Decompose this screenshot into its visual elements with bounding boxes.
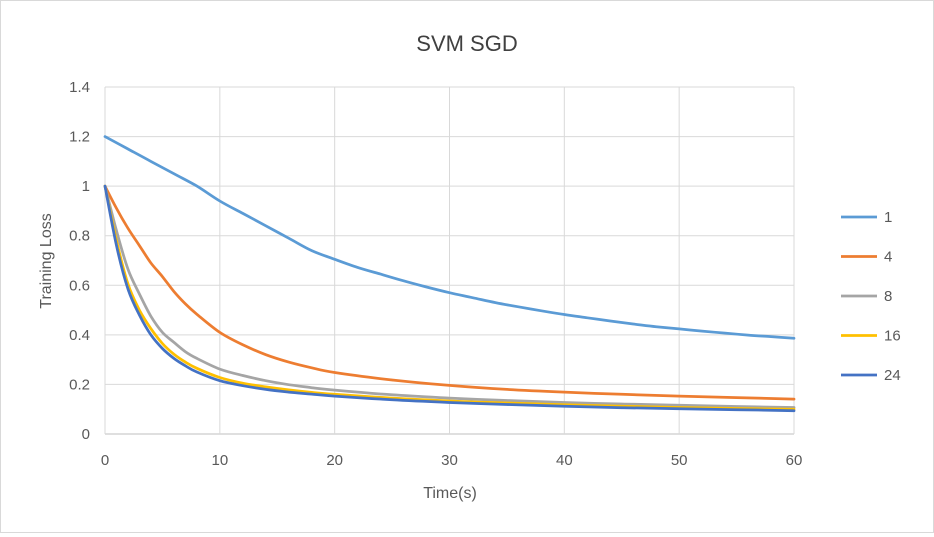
y-tick-label: 1.4	[69, 79, 90, 96]
x-tick-label: 20	[326, 452, 343, 469]
y-tick-label: 0	[82, 426, 90, 443]
y-axis-title: Training Loss	[38, 213, 55, 308]
series-line-8	[103, 184, 796, 409]
x-tick-label: 40	[556, 452, 573, 469]
gridlines	[104, 86, 795, 435]
series-line-16	[103, 184, 796, 411]
series-line-24	[103, 184, 796, 413]
y-tick-label: 0.6	[69, 277, 90, 294]
legend: 1 4 8 16 24	[841, 209, 901, 384]
x-tick-label: 0	[101, 452, 109, 469]
y-tick-label: 1	[82, 178, 90, 195]
series-line-1	[103, 135, 796, 340]
legend-label-8: 8	[884, 288, 892, 305]
y-axis-ticks: 0 0.2 0.4 0.6 0.8 1 1.2 1.4	[69, 79, 90, 443]
series-lines	[103, 135, 796, 413]
x-tick-label: 50	[671, 452, 688, 469]
legend-label-4: 4	[884, 249, 892, 266]
y-tick-label: 0.4	[69, 327, 90, 344]
x-axis-title: Time(s)	[423, 485, 477, 502]
y-tick-label: 0.8	[69, 228, 90, 245]
x-axis-ticks: 0 10 20 30 40 50 60	[101, 452, 803, 469]
series-line-4	[103, 184, 796, 401]
legend-label-1: 1	[884, 209, 892, 226]
x-tick-label: 30	[441, 452, 458, 469]
y-tick-label: 0.2	[69, 376, 90, 393]
x-tick-label: 60	[786, 452, 803, 469]
chart-title: SVM SGD	[416, 31, 517, 56]
y-tick-label: 1.2	[69, 129, 90, 146]
legend-label-24: 24	[884, 367, 901, 384]
x-tick-label: 10	[211, 452, 228, 469]
legend-label-16: 16	[884, 328, 901, 345]
